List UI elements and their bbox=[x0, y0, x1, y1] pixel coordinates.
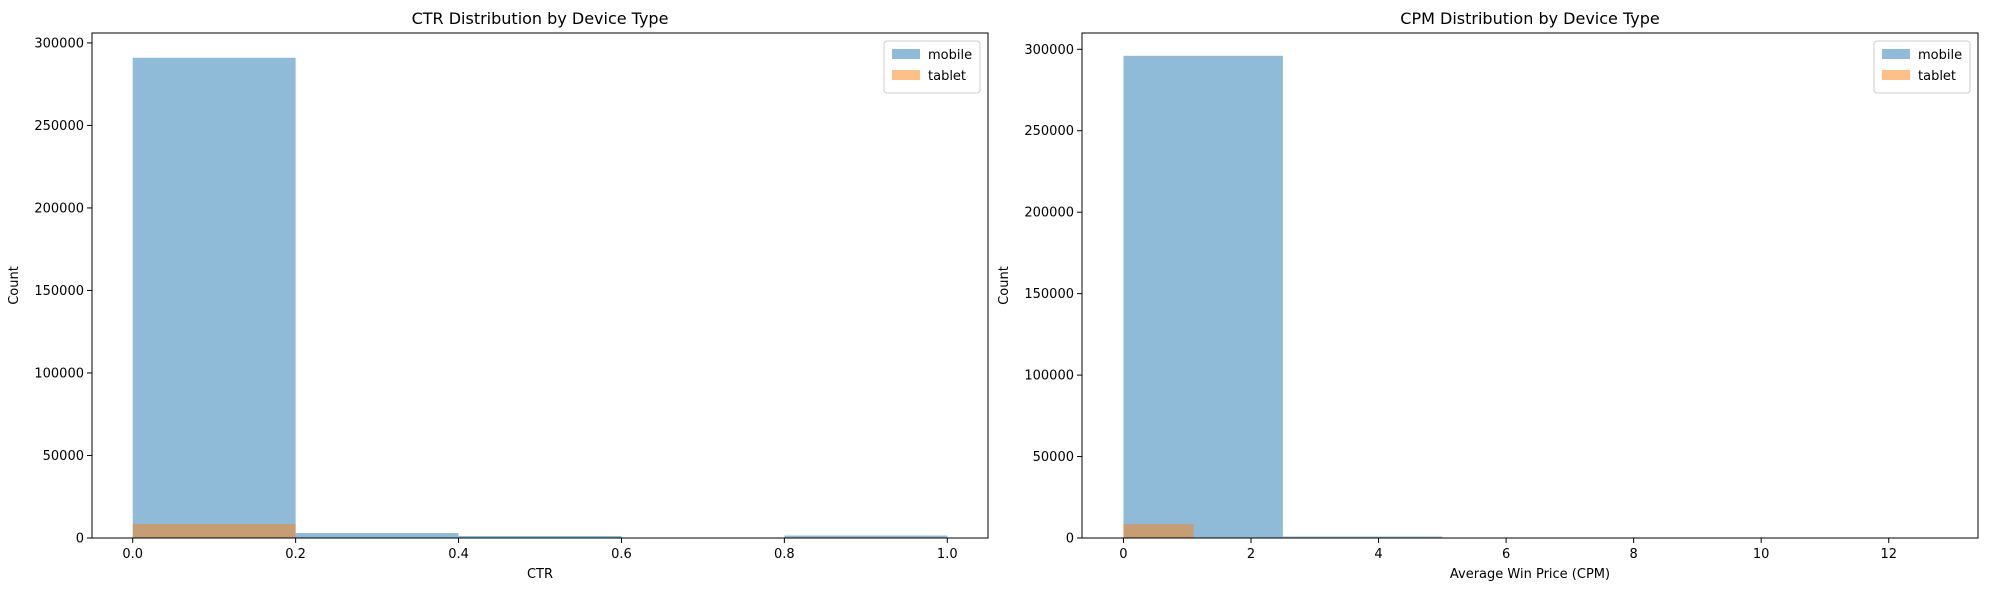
y-tick-label: 250000 bbox=[34, 119, 84, 134]
histogram-bar-tablet bbox=[1123, 524, 1194, 538]
x-tick-label: 0.2 bbox=[285, 547, 306, 562]
legend-label-tablet: tablet bbox=[928, 69, 966, 84]
legend: mobile tablet bbox=[883, 40, 981, 94]
y-tick-label: 100000 bbox=[1024, 369, 1074, 384]
x-tick-label: 12 bbox=[1880, 547, 1897, 562]
histogram-bar-mobile bbox=[784, 535, 948, 538]
x-axis-label: Average Win Price (CPM) bbox=[1450, 567, 1610, 582]
y-tick-label: 100000 bbox=[34, 366, 84, 381]
histogram-bar-mobile bbox=[458, 536, 622, 538]
legend-swatch-mobile bbox=[1882, 49, 1910, 59]
histogram-bar-mobile bbox=[1282, 536, 1443, 538]
legend-swatch-tablet bbox=[1882, 70, 1910, 80]
legend-swatch-mobile bbox=[892, 49, 920, 59]
y-tick-label: 50000 bbox=[43, 449, 84, 464]
x-tick-label: 4 bbox=[1374, 547, 1382, 562]
ctr-histogram-panel: CTR Distribution by Device Type CTR Coun… bbox=[7, 9, 989, 582]
histogram-bar-mobile bbox=[132, 57, 296, 538]
x-tick-label: 1.0 bbox=[937, 547, 958, 562]
legend-swatch-tablet bbox=[892, 70, 920, 80]
legend-label-mobile: mobile bbox=[1918, 48, 1962, 63]
y-tick-label: 250000 bbox=[1024, 124, 1074, 139]
y-tick-label: 200000 bbox=[1024, 206, 1074, 221]
y-axis-label: Count bbox=[997, 266, 1012, 305]
x-tick-label: 0.6 bbox=[611, 547, 632, 562]
y-tick-label: 150000 bbox=[34, 284, 84, 299]
histogram-bar-mobile bbox=[295, 533, 459, 538]
chart-title: CPM Distribution by Device Type bbox=[1400, 9, 1659, 28]
x-tick-label: 6 bbox=[1502, 547, 1510, 562]
legend-label-tablet: tablet bbox=[1918, 69, 1956, 84]
x-tick-label: 2 bbox=[1247, 547, 1255, 562]
y-tick-label: 300000 bbox=[34, 36, 84, 51]
x-tick-label: 10 bbox=[1753, 547, 1770, 562]
cpm-histogram-panel: CPM Distribution by Device Type Average … bbox=[997, 9, 1979, 582]
x-axis-label: CTR bbox=[527, 567, 553, 582]
y-tick-label: 200000 bbox=[34, 201, 84, 216]
y-tick-label: 0 bbox=[1066, 532, 1074, 547]
y-tick-label: 300000 bbox=[1024, 43, 1074, 58]
legend: mobile tablet bbox=[1873, 40, 1971, 94]
x-tick-label: 0.0 bbox=[122, 547, 143, 562]
x-tick-label: 0.4 bbox=[448, 547, 469, 562]
histogram-bar-mobile bbox=[1123, 55, 1283, 538]
plot-frame bbox=[91, 32, 989, 539]
x-tick-label: 8 bbox=[1629, 547, 1637, 562]
x-tick-label: 0 bbox=[1119, 547, 1127, 562]
y-tick-label: 150000 bbox=[1024, 287, 1074, 302]
chart-title: CTR Distribution by Device Type bbox=[412, 9, 669, 28]
y-tick-label: 0 bbox=[76, 532, 84, 547]
y-axis-label: Count bbox=[7, 266, 22, 305]
x-tick-label: 0.8 bbox=[774, 547, 795, 562]
legend-label-mobile: mobile bbox=[928, 48, 972, 63]
plot-frame bbox=[1081, 32, 1979, 539]
histogram-bar-tablet bbox=[132, 523, 296, 538]
y-tick-label: 50000 bbox=[1033, 450, 1074, 465]
